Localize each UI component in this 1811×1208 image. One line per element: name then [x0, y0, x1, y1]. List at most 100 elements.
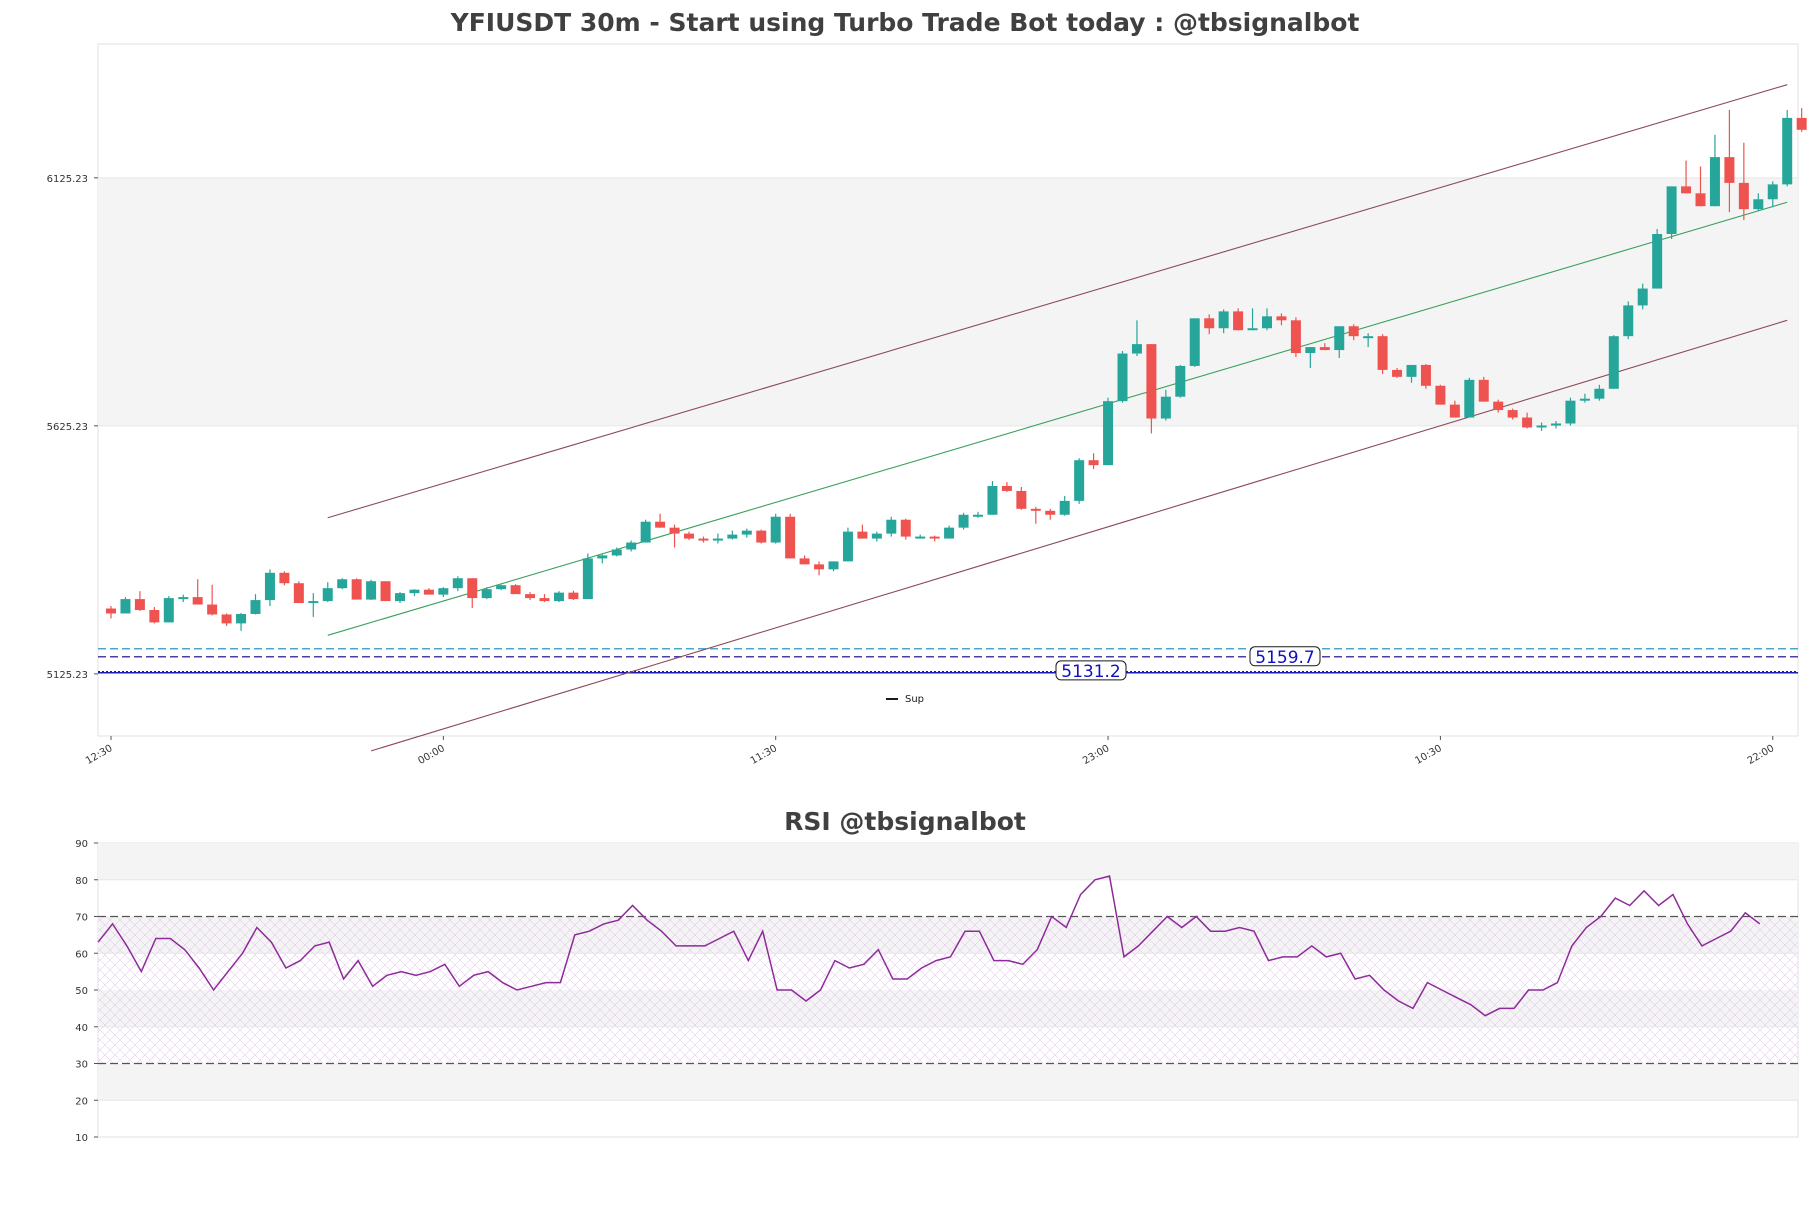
- candle-80: [1262, 308, 1272, 331]
- candle-body-90: [1406, 364, 1417, 377]
- candle-47: [785, 513, 796, 559]
- candle-34: [597, 554, 608, 564]
- candle-body-49: [814, 564, 825, 570]
- candle-body-52: [857, 531, 868, 539]
- candle-95: [1478, 376, 1489, 402]
- candle-9: [236, 612, 247, 631]
- candle-body-115: [1767, 184, 1778, 200]
- candle-31: [553, 591, 564, 603]
- support-label-5159-box: [1249, 646, 1321, 667]
- candle-body-70: [1117, 353, 1128, 402]
- candle-108: [1666, 186, 1677, 239]
- candle-body-20: [395, 593, 405, 602]
- candle-65: [1045, 508, 1056, 520]
- candle-body-21: [409, 589, 420, 594]
- candle-42: [712, 533, 723, 544]
- candle-35: [611, 547, 622, 557]
- candle-33: [582, 553, 593, 600]
- candle-109: [1681, 160, 1692, 194]
- candle-body-73: [1160, 396, 1171, 419]
- candle-body-102: [1579, 398, 1590, 401]
- candle-32: [568, 590, 579, 601]
- candle-body-89: [1392, 369, 1403, 377]
- candle-body-30: [539, 598, 550, 602]
- rsi-y-tick-label-2: 70: [75, 913, 88, 924]
- candle-body-18: [366, 581, 377, 600]
- candle-body-34: [597, 555, 608, 559]
- candle-body-71: [1131, 344, 1142, 354]
- candle-23: [438, 587, 449, 598]
- candle-body-94: [1464, 379, 1475, 418]
- support-label-5159: 5159.7: [1255, 648, 1314, 668]
- candle-body-41: [698, 538, 709, 541]
- candle-59: [958, 512, 969, 530]
- candle-body-80: [1262, 316, 1272, 329]
- candle-body-0: [106, 608, 116, 614]
- candle-30: [539, 594, 550, 603]
- rsi-y-tick-label-7: 20: [75, 1096, 88, 1107]
- candle-117: [1796, 107, 1807, 132]
- candle-body-27: [496, 585, 507, 590]
- candle-body-35: [611, 549, 622, 556]
- candle-36: [626, 540, 637, 552]
- candle-49: [814, 561, 825, 576]
- candle-44: [741, 528, 752, 538]
- candle-body-28: [510, 585, 521, 595]
- candle-76: [1204, 314, 1215, 335]
- candle-81: [1276, 313, 1287, 326]
- support-label-5131: 5131.2: [1061, 662, 1120, 682]
- candle-107: [1652, 229, 1663, 289]
- candle-111: [1709, 134, 1720, 207]
- rsi-line: [97, 875, 1761, 1017]
- candle-37: [640, 519, 651, 543]
- candle-87: [1363, 333, 1374, 348]
- candle-body-38: [655, 521, 666, 528]
- candle-83: [1305, 347, 1316, 368]
- candle-body-45: [756, 530, 767, 543]
- candle-body-104: [1608, 336, 1619, 389]
- candle-body-61: [987, 485, 998, 515]
- candle-body-96: [1493, 401, 1504, 411]
- candle-63: [1016, 486, 1027, 510]
- rsi-band-3: [98, 1063, 1798, 1101]
- candle-body-44: [741, 530, 752, 535]
- candle-116: [1782, 109, 1793, 187]
- price-x-tick-label-4: 10:30: [1413, 743, 1443, 767]
- candle-4: [163, 596, 174, 623]
- price-shaded-band: [98, 177, 1798, 426]
- candle-body-108: [1666, 186, 1677, 234]
- price-x-tick-label-2: 11:30: [749, 743, 779, 767]
- candle-body-40: [684, 533, 694, 539]
- candle-85: [1334, 326, 1345, 359]
- candle-body-62: [1001, 485, 1012, 491]
- candle-89: [1392, 367, 1403, 378]
- candle-body-100: [1551, 423, 1561, 426]
- candle-91: [1420, 363, 1431, 389]
- candle-39: [669, 524, 680, 548]
- candle-body-106: [1637, 288, 1648, 306]
- candle-115: [1767, 181, 1778, 208]
- candle-70: [1117, 351, 1128, 403]
- price-x-axis: 12:30 00:00 11:30 23:00 10:30 22:00: [84, 736, 1776, 767]
- candle-body-97: [1507, 410, 1518, 418]
- candle-body-8: [221, 614, 232, 624]
- candle-77: [1218, 309, 1229, 334]
- rsi-y-tick-label-3: 60: [75, 949, 88, 960]
- candle-22: [423, 588, 434, 595]
- candle-body-95: [1478, 379, 1489, 402]
- candle-96: [1493, 399, 1504, 413]
- candle-41: [698, 536, 709, 543]
- price-x-tick-label-0: 12:30: [84, 743, 114, 767]
- candle-12: [279, 571, 290, 586]
- candle-3: [149, 607, 160, 624]
- candle-body-50: [828, 561, 839, 570]
- candle-body-84: [1319, 347, 1330, 351]
- candle-body-2: [134, 599, 145, 611]
- candle-body-46: [770, 516, 781, 543]
- candle-body-74: [1175, 365, 1186, 397]
- candle-body-98: [1522, 417, 1533, 428]
- candle-body-11: [264, 572, 275, 601]
- rsi-y-tick-label-0: 90: [75, 839, 88, 850]
- candle-29: [525, 592, 536, 601]
